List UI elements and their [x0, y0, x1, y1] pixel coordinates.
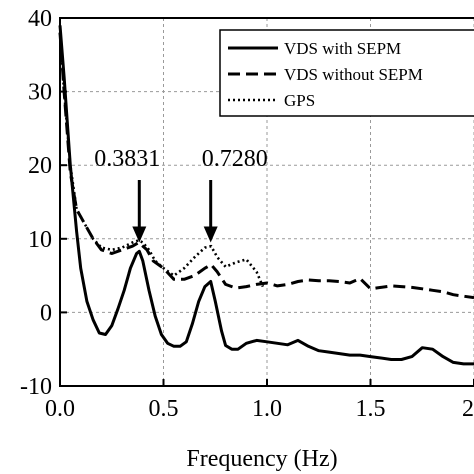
x-tick-label: 0.5 — [149, 396, 179, 422]
series-line-2 — [58, 32, 265, 288]
legend: VDS with SEPM VDS without SEPM GPS — [219, 29, 474, 117]
y-tick-label: -10 — [20, 374, 52, 400]
annotation-label: 0.3831 — [94, 146, 160, 172]
series-line-0 — [58, 25, 474, 366]
peak-annotations: 0.3831 0.7280 — [94, 146, 268, 243]
y-tick-label: 0 — [40, 300, 52, 326]
legend-entry-1: VDS without SEPM — [284, 65, 423, 84]
x-axis-label: Frequency (Hz) — [186, 446, 337, 472]
x-tick-label: 0.0 — [45, 396, 75, 422]
legend-entry-2: GPS — [284, 91, 315, 110]
y-tick-label: 40 — [28, 6, 52, 32]
x-tick-label: 1.0 — [252, 396, 282, 422]
legend-entry-0: VDS with SEPM — [284, 39, 401, 58]
series-lines — [58, 25, 474, 366]
x-tick-label: 1.5 — [356, 396, 386, 422]
y-tick-label: 10 — [28, 227, 52, 253]
annotation-arrowhead — [132, 226, 147, 243]
legend-box — [219, 29, 474, 117]
annotation-label: 0.7280 — [202, 146, 268, 172]
series-line-1 — [58, 32, 474, 300]
y-tick-label: 20 — [28, 153, 52, 179]
annotation-arrowhead — [203, 226, 218, 243]
axis-ticks: 0.0 0.5 1.0 1.5 2 -10 0 10 20 30 40 — [20, 6, 474, 422]
x-tick-label: 2 — [462, 396, 474, 422]
y-tick-label: 30 — [28, 80, 52, 106]
